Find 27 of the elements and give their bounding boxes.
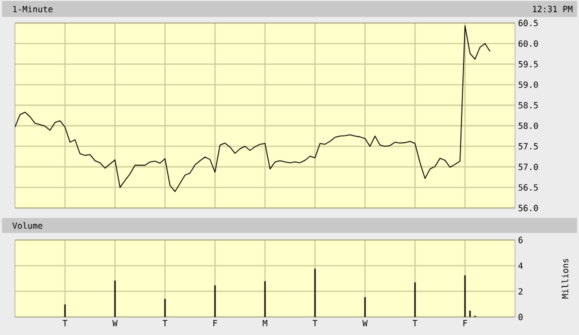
y-tick-label: 57.0: [518, 164, 538, 170]
x-tick-label: W: [362, 320, 368, 326]
text: 12:31 PM: [533, 6, 572, 12]
y-tick-label: 60.5: [518, 20, 538, 26]
y-tick-label: 58.5: [518, 102, 538, 108]
y-axis-title: Millions: [562, 258, 568, 299]
y-tick-label: 56.0: [518, 204, 538, 212]
y-tick-label: 59.5: [518, 60, 538, 68]
x-tick-label: F: [463, 320, 468, 326]
y-tick-label: 59.0: [518, 81, 538, 88]
x-tick-label: F: [213, 320, 218, 326]
x-tick-label: T: [412, 320, 418, 326]
x-tick-label: T: [162, 320, 168, 326]
x-tick-label: W: [112, 320, 118, 326]
y-tick-label: 2: [518, 288, 522, 294]
y-tick-label: 58.0: [518, 122, 538, 129]
x-tick-label: M: [262, 320, 268, 326]
chart-title: 1-Minute: [13, 6, 52, 12]
chart-title: Volume: [12, 222, 42, 229]
y-tick-label: 4: [518, 262, 523, 269]
x-tick-label: T: [62, 320, 68, 326]
y-tick-label: 57.5: [518, 143, 538, 150]
x-tick-label: T: [312, 320, 318, 326]
y-tick-label: 0: [518, 314, 523, 320]
y-tick-label: 56.5: [518, 184, 538, 191]
y-tick-label: 6: [518, 236, 523, 244]
y-tick-label: 60.0: [518, 40, 538, 47]
